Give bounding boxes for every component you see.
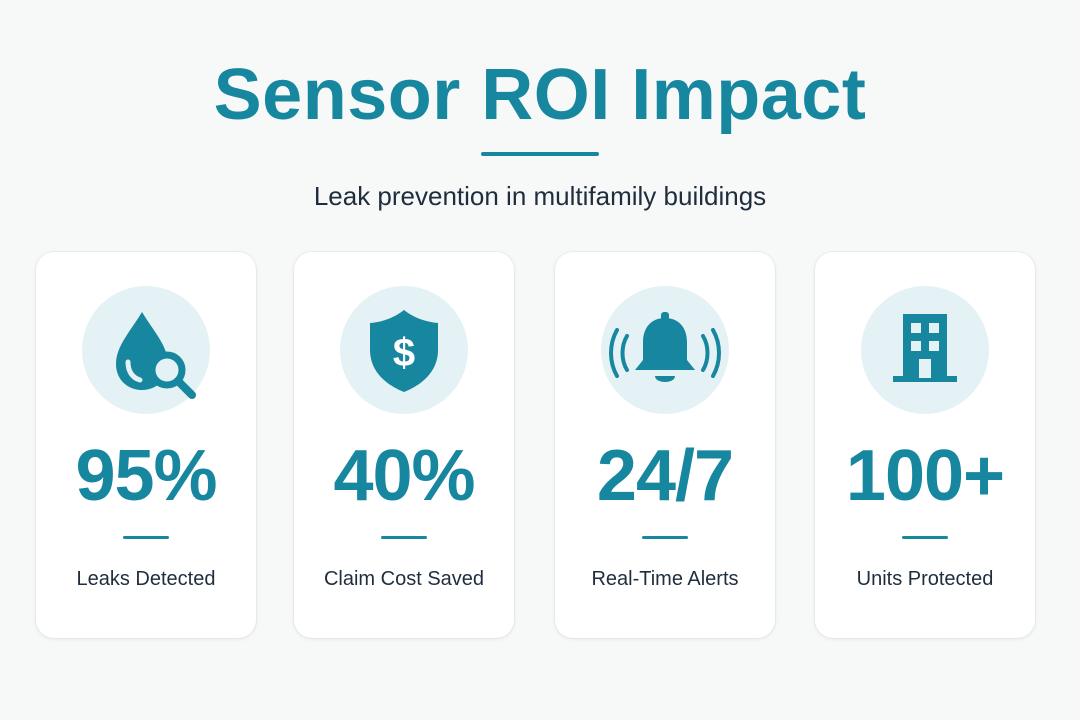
building-icon — [893, 314, 957, 382]
stat-label: Leaks Detected — [76, 568, 216, 590]
stat-card-leaks-detected: 95% Leaks Detected — [36, 252, 256, 638]
stat-divider — [642, 536, 688, 539]
stat-label: Units Protected — [856, 568, 994, 590]
page-title: Sensor ROI Impact — [213, 55, 867, 135]
shield-dollar-icon: $ — [370, 310, 438, 392]
stat-divider — [123, 536, 169, 539]
title-underline — [481, 152, 599, 156]
stat-value: 95% — [75, 436, 217, 516]
stat-label: Claim Cost Saved — [323, 568, 485, 590]
stat-divider — [381, 536, 427, 539]
svg-text:$: $ — [393, 331, 415, 375]
stat-card-claim-cost-saved: $ 40% Claim Cost Saved — [294, 252, 514, 638]
page-subtitle: Leak prevention in multifamily buildings — [313, 181, 767, 211]
stat-value: 100+ — [845, 436, 1005, 516]
icon-badge — [601, 286, 729, 414]
icon-badge: $ — [340, 286, 468, 414]
stat-divider — [902, 536, 948, 539]
stat-value: 40% — [333, 436, 475, 516]
stat-card-units-protected: 100+ Units Protected — [815, 252, 1035, 638]
water-drop-search-icon — [116, 312, 196, 399]
stat-value: 24/7 — [596, 436, 734, 516]
ringing-bell-icon — [609, 312, 721, 382]
icon-badge — [82, 286, 210, 414]
icon-badge — [861, 286, 989, 414]
stat-card-real-time-alerts: 24/7 Real-Time Alerts — [555, 252, 775, 638]
stat-label: Real-Time Alerts — [591, 568, 739, 590]
